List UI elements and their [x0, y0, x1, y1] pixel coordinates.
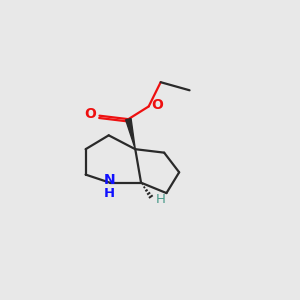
Text: H: H: [156, 193, 166, 206]
Text: H: H: [104, 187, 115, 200]
Text: O: O: [152, 98, 164, 112]
Text: O: O: [85, 107, 97, 121]
Text: N: N: [103, 173, 115, 188]
Polygon shape: [126, 118, 135, 149]
